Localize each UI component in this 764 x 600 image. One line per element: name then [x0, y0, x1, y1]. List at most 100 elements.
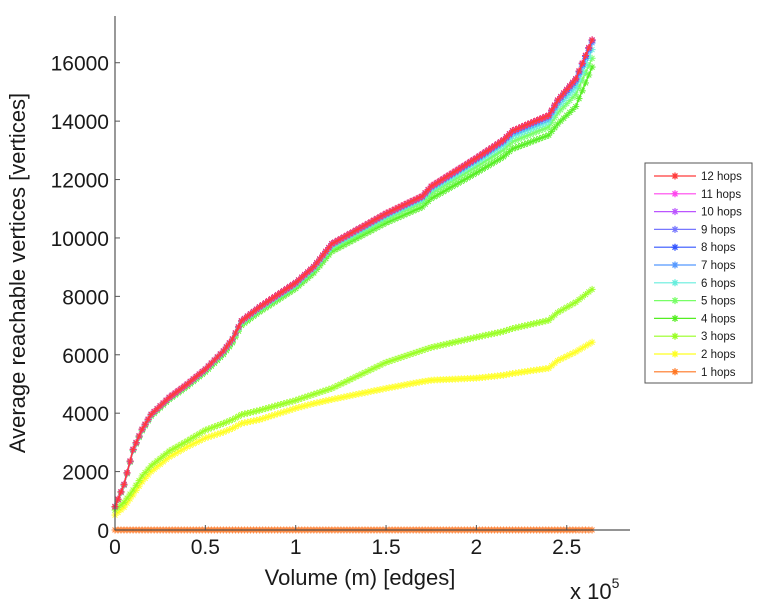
data-point [574, 93, 577, 96]
legend-label: 6 hops [701, 278, 736, 290]
y-tick-label: 14000 [51, 111, 109, 134]
data-point [222, 349, 225, 353]
legend-item: 4 hops [654, 313, 736, 325]
series-markers [111, 285, 596, 514]
series-line [114, 49, 593, 507]
series-line [114, 288, 593, 511]
x-multiplier-exponent: 5 [612, 575, 620, 591]
data-point [258, 409, 261, 412]
data-point [511, 327, 514, 330]
data-point [384, 387, 388, 390]
data-point [430, 185, 433, 188]
data-point [168, 455, 171, 459]
data-point [312, 265, 315, 268]
legend-item: 3 hops [654, 331, 736, 343]
y-tick-label: 16000 [51, 53, 109, 76]
legend-asterisk-icon [671, 279, 679, 287]
data-point [547, 114, 550, 117]
data-point [430, 378, 433, 382]
legend-asterisk-icon [671, 314, 679, 322]
series-3-hops [111, 285, 596, 514]
data-point [547, 367, 550, 370]
data-point [330, 398, 334, 401]
legend-label: 2 hops [701, 349, 736, 361]
y-tick-label: 10000 [51, 228, 109, 251]
data-point [511, 372, 514, 375]
legend-asterisk-icon [671, 243, 679, 251]
y-tick-label: 0 [97, 520, 109, 543]
series-line [114, 39, 593, 507]
data-point [140, 428, 144, 431]
data-point [556, 311, 559, 314]
data-point [384, 212, 388, 215]
data-point [502, 138, 505, 142]
data-point [240, 422, 243, 425]
data-point [574, 77, 577, 80]
legend: 12 hops 11 hops 10 hops 9 hops 8 hops 7 hops 6… [644, 162, 753, 384]
data-point [511, 147, 514, 151]
data-point [222, 422, 225, 425]
data-point [384, 221, 388, 224]
data-point [547, 319, 550, 322]
y-ticks: 0 2000 4000 6000 8000 10000 12000 14000 16000 [51, 53, 120, 543]
legend-label: 3 hops [701, 331, 736, 343]
series-layer [111, 36, 596, 534]
data-point [258, 418, 261, 421]
y-tick-label: 12000 [51, 170, 109, 193]
data-point [140, 474, 144, 478]
x-multiplier-label: x 105 [570, 575, 620, 600]
data-point [511, 140, 514, 143]
series-10-hops [111, 36, 596, 511]
legend-label: 9 hops [701, 224, 736, 236]
data-point [420, 380, 424, 383]
data-point [240, 413, 243, 416]
data-point [312, 402, 315, 405]
data-point [294, 407, 297, 410]
data-point [420, 194, 424, 198]
data-point [556, 98, 559, 102]
legend-item: 7 hops [654, 260, 736, 272]
data-point [131, 488, 135, 492]
legend-item: 9 hops [654, 224, 736, 236]
series-markers [111, 338, 596, 519]
series-2-hops [111, 338, 596, 519]
legend-asterisk-icon [671, 172, 679, 180]
legend-label: 1 hops [701, 367, 736, 379]
legend-label: 10 hops [701, 207, 742, 219]
x-ticks: 0 0.5 1 1.5 2 2.5 [109, 525, 581, 559]
data-point [574, 301, 577, 304]
series-markers [111, 36, 596, 511]
data-point [186, 445, 189, 448]
legend-item: 5 hops [654, 296, 736, 308]
x-tick-label: 2 [471, 536, 483, 559]
legend-item: 8 hops [654, 242, 736, 254]
data-point [475, 171, 478, 175]
data-point [204, 367, 207, 371]
series-markers [111, 36, 596, 511]
data-point [502, 330, 505, 333]
data-point [186, 382, 189, 386]
x-tick-label: 2.5 [552, 536, 581, 559]
data-point [258, 305, 261, 309]
legend-label: 11 hops [701, 189, 741, 201]
series-markers [111, 36, 596, 511]
legend-asterisk-icon [671, 261, 679, 269]
y-tick-label: 4000 [62, 403, 109, 426]
data-point [231, 418, 234, 421]
legend-item: 11 hops [654, 189, 741, 201]
series-line [114, 42, 593, 507]
data-point [122, 483, 126, 486]
data-point [430, 197, 433, 200]
data-point [168, 396, 171, 399]
data-point [574, 350, 577, 354]
data-point [222, 430, 225, 434]
data-point [131, 448, 135, 451]
data-point [168, 449, 171, 453]
legend-label: 5 hops [701, 296, 736, 308]
series-markers [111, 36, 596, 511]
data-point [574, 86, 577, 89]
legend-item: 2 hops [654, 349, 736, 361]
x-tick-label: 0.5 [191, 536, 220, 559]
legend-asterisk-icon [671, 332, 679, 340]
